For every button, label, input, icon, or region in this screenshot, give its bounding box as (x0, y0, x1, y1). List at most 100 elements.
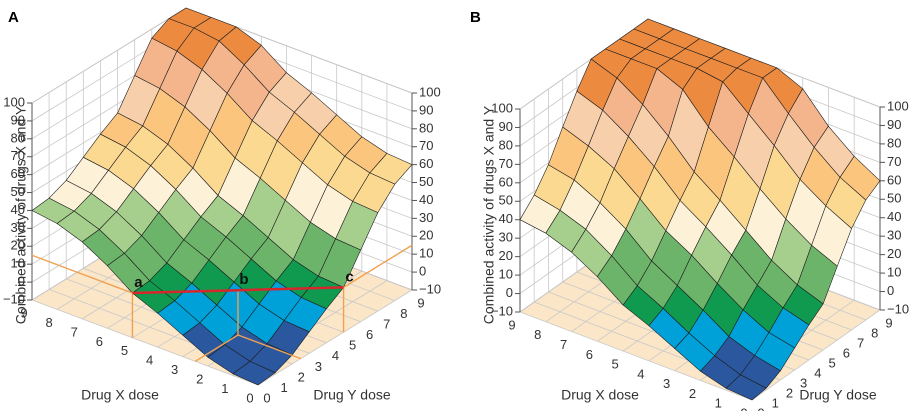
x-tick-label: 5 (611, 357, 618, 372)
y-tick-label: 6 (843, 345, 850, 360)
y-tick-label: 9 (417, 295, 424, 310)
z-tick-label: 80 (887, 135, 901, 150)
x-tick-label: 5 (121, 343, 128, 358)
x-tick-label: 8 (45, 315, 52, 330)
point-label: b (239, 271, 248, 288)
z-tick-label: 0 (419, 264, 426, 279)
z-tick-label: 30 (11, 220, 25, 235)
guide-line (31, 254, 133, 294)
z-tick-label: 40 (887, 209, 901, 224)
x-tick-label: 2 (196, 372, 203, 387)
y-tick-label: 8 (871, 325, 878, 340)
z-tick-label: 50 (887, 191, 901, 206)
z-tick-label: 60 (11, 166, 25, 181)
z-tick-label: 70 (499, 156, 513, 171)
x-tick-label: 0 (740, 405, 747, 411)
z-tick-label: 30 (499, 230, 513, 245)
y-tick-label: 3 (315, 359, 322, 374)
x-axis-label: Drug X dose (561, 387, 639, 403)
z-tick-label: 0 (506, 285, 513, 300)
y-tick-label: 2 (786, 385, 793, 400)
x-tick-label: 2 (689, 386, 696, 401)
y-axis-label: Drug Y dose (799, 387, 877, 403)
z-tick-label: 10 (11, 256, 25, 271)
z-tick-label: 20 (499, 248, 513, 263)
z-tick-label: 70 (419, 138, 433, 153)
panel-letter: B (470, 9, 481, 26)
z-tick-label: 70 (887, 154, 901, 169)
z-tick-label: 20 (11, 238, 25, 253)
z-tick-label: 60 (499, 174, 513, 189)
y-tick-label: 5 (828, 355, 835, 370)
surface-patch (725, 374, 767, 401)
surface-patch (232, 361, 276, 386)
z-tick-label: 40 (499, 211, 513, 226)
guide-line (194, 334, 302, 362)
z-tick-label: −10 (419, 281, 441, 296)
z-tick-label: 10 (419, 246, 433, 261)
x-tick-label: 1 (715, 396, 722, 411)
y-tick-label: 2 (298, 369, 305, 384)
panel: −10−100010102020303040405050606070708080… (3, 7, 441, 405)
x-tick-label: 7 (71, 324, 78, 339)
z-tick-label: 100 (491, 100, 513, 115)
x-tick-label: 3 (663, 376, 670, 391)
z-tick-label: 90 (419, 102, 433, 117)
z-tick-label: 10 (887, 265, 901, 280)
z-tick-label: 0 (887, 283, 894, 298)
y-tick-label: 0 (757, 405, 764, 411)
z-axis-label: Combined activity of drugs X and Y (481, 105, 497, 324)
z-tick-label: 60 (419, 156, 433, 171)
z-tick-label: 50 (419, 174, 433, 189)
z-tick-label: 100 (887, 98, 909, 113)
z-tick-label: −10 (491, 303, 513, 318)
y-tick-label: 6 (366, 327, 373, 342)
x-tick-label: 1 (221, 381, 228, 396)
x-tick-label: 6 (586, 347, 593, 362)
y-tick-label: 4 (332, 348, 339, 363)
panel-letter: A (8, 9, 19, 26)
x-tick-label: 4 (146, 353, 153, 368)
z-tick-label: 90 (11, 112, 25, 127)
z-tick-label: 70 (11, 148, 25, 163)
z-tick-label: 10 (499, 267, 513, 282)
x-tick-label: 9 (20, 305, 27, 320)
z-tick-label: 40 (11, 202, 25, 217)
z-tick-label: 50 (11, 184, 25, 199)
z-tick-label: 50 (499, 193, 513, 208)
guide-line (343, 244, 413, 289)
x-tick-label: 3 (171, 362, 178, 377)
y-tick-label: 1 (772, 395, 779, 410)
z-tick-label: 20 (419, 228, 433, 243)
z-tick-label: 0 (18, 274, 25, 289)
x-tick-label: 4 (637, 366, 644, 381)
z-tick-label: 80 (499, 137, 513, 152)
z-tick-label: −10 (3, 291, 25, 306)
x-tick-label: 8 (534, 327, 541, 342)
y-tick-label: 1 (280, 380, 287, 395)
z-tick-label: 100 (419, 84, 441, 99)
z-tick-label: −10 (887, 301, 909, 316)
y-tick-label: 7 (857, 335, 864, 350)
z-tick-label: 60 (887, 172, 901, 187)
y-tick-label: 9 (885, 315, 892, 330)
z-tick-label: 90 (887, 117, 901, 132)
y-axis-label: Drug Y dose (313, 387, 391, 403)
x-tick-label: 7 (560, 337, 567, 352)
isobole (132, 286, 344, 295)
z-tick-label: 30 (887, 228, 901, 243)
z-tick-label: 20 (887, 246, 901, 261)
z-tick-label: 80 (11, 130, 25, 145)
z-tick-label: 30 (419, 210, 433, 225)
z-tick-label: 100 (3, 94, 25, 109)
y-tick-label: 4 (814, 365, 821, 380)
y-tick-label: 8 (400, 306, 407, 321)
x-tick-label: 0 (246, 390, 253, 405)
point-label: c (345, 268, 353, 285)
y-tick-label: 3 (800, 375, 807, 390)
x-axis-label: Drug X dose (81, 387, 159, 403)
z-tick-label: 80 (419, 120, 433, 135)
y-tick-label: 7 (383, 317, 390, 332)
